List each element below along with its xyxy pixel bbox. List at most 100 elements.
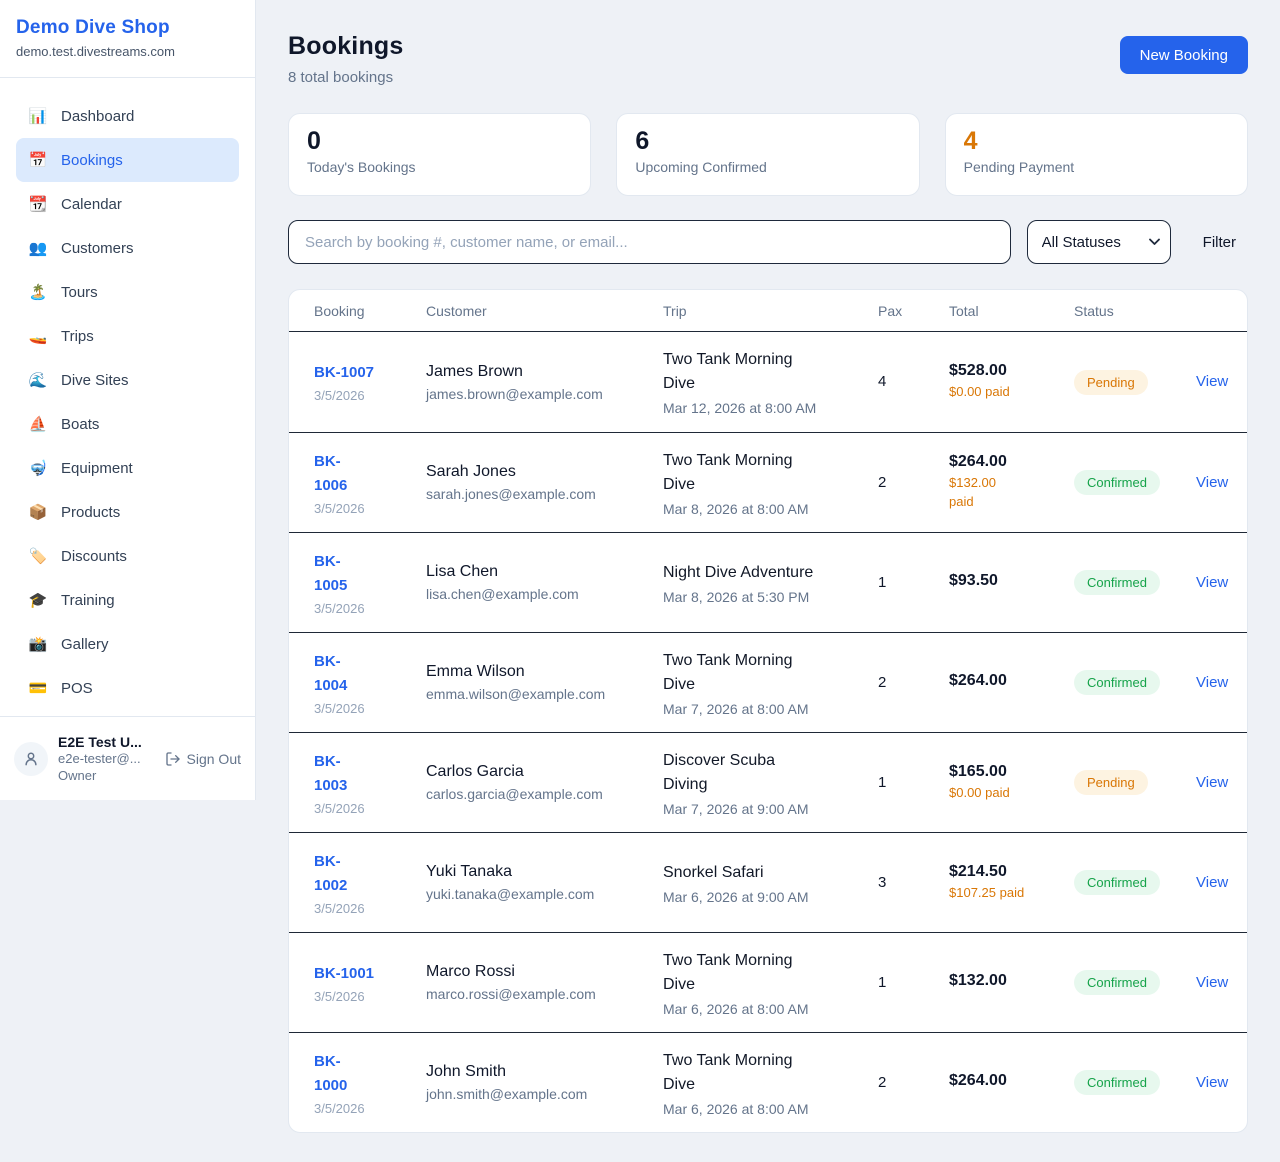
- page-header: Bookings 8 total bookings New Booking: [288, 32, 1248, 86]
- table-body: BK-1007 3/5/2026 James Brown james.brown…: [289, 332, 1247, 1132]
- customer-name: John Smith: [426, 1063, 507, 1080]
- customer-email: john.smith@example.com: [426, 1086, 588, 1102]
- bookings-icon: 📅: [28, 152, 48, 169]
- sidebar-item-customers[interactable]: 👥 Customers: [16, 226, 239, 270]
- total-cell: $264.00 $132.00 paid: [949, 453, 1074, 512]
- sidebar-item-training[interactable]: 🎓 Training: [16, 578, 239, 622]
- trip-name: Two Tank Morning Dive: [663, 951, 793, 993]
- trip-name: Discover Scuba Diving: [663, 751, 776, 793]
- sidebar-item-discounts[interactable]: 🏷️ Discounts: [16, 534, 239, 578]
- customer-name: James Brown: [426, 362, 523, 380]
- customer-cell: John Smith john.smith@example.com: [426, 1063, 663, 1102]
- trip-cell: Two Tank Morning Dive Mar 8, 2026 at 8:0…: [663, 449, 878, 517]
- booking-cell: BK- 1006 3/5/2026: [289, 450, 426, 516]
- booking-id-link[interactable]: BK-1001: [314, 964, 375, 982]
- booking-id-link[interactable]: BK- 1004: [314, 652, 348, 694]
- booking-cell: BK- 1000 3/5/2026: [289, 1050, 426, 1116]
- total-cell: $93.50: [949, 572, 1074, 593]
- pax-cell: 2: [878, 674, 949, 692]
- booking-id-link[interactable]: BK- 1005: [314, 552, 348, 594]
- customer-name: Yuki Tanaka: [426, 863, 512, 880]
- trip-name: Two Tank Morning Dive: [663, 651, 793, 693]
- new-booking-button[interactable]: New Booking: [1119, 36, 1248, 74]
- view-link[interactable]: View: [1196, 673, 1229, 691]
- booking-id-link[interactable]: BK-1007: [314, 364, 375, 381]
- sign-out-button[interactable]: Sign Out: [165, 751, 241, 767]
- paid-value: $132.00 paid: [949, 475, 996, 509]
- booking-date: 3/5/2026: [314, 800, 365, 816]
- customer-cell: James Brown james.brown@example.com: [426, 363, 663, 402]
- booking-id-link[interactable]: BK- 1003: [314, 752, 348, 794]
- total-value: $93.50: [949, 572, 998, 589]
- sidebar-item-boats[interactable]: ⛵ Boats: [16, 402, 239, 446]
- booking-id-link[interactable]: BK- 1002: [314, 852, 348, 894]
- sidebar-item-label: Training: [61, 591, 115, 609]
- customer-email: carlos.garcia@example.com: [426, 786, 603, 802]
- column-header-total: Total: [949, 302, 979, 319]
- customer-name: Marco Rossi: [426, 963, 515, 980]
- view-link[interactable]: View: [1196, 1073, 1229, 1091]
- total-cell: $165.00 $0.00 paid: [949, 763, 1074, 803]
- sign-out-label: Sign Out: [186, 750, 241, 767]
- status-badge: Confirmed: [1074, 1070, 1160, 1095]
- sidebar-item-label: Trips: [61, 327, 94, 345]
- booking-cell: BK- 1005 3/5/2026: [289, 550, 426, 616]
- status-badge: Confirmed: [1074, 870, 1160, 895]
- sidebar-item-trips[interactable]: 🚤 Trips: [16, 314, 239, 358]
- trips-icon: 🚤: [28, 328, 48, 345]
- pax-value: 1: [878, 773, 887, 791]
- sidebar-item-gallery[interactable]: 📸 Gallery: [16, 622, 239, 666]
- view-link[interactable]: View: [1196, 973, 1229, 991]
- status-cell: Pending: [1074, 770, 1196, 795]
- column-header-pax: Pax: [878, 302, 903, 319]
- sidebar-item-dashboard[interactable]: 📊 Dashboard: [16, 94, 239, 138]
- customer-cell: Lisa Chen lisa.chen@example.com: [426, 563, 663, 602]
- sidebar-item-label: Discounts: [61, 547, 127, 565]
- status-select[interactable]: All Statuses: [1026, 220, 1171, 264]
- sidebar-item-dive-sites[interactable]: 🌊 Dive Sites: [16, 358, 239, 402]
- table-row: BK- 1003 3/5/2026 Carlos Garcia carlos.ga…: [289, 732, 1247, 832]
- gallery-icon: 📸: [28, 636, 48, 653]
- view-link[interactable]: View: [1196, 773, 1229, 791]
- trip-time: Mar 6, 2026 at 8:00 AM: [663, 1000, 809, 1017]
- trip-cell: Two Tank Morning Dive Mar 6, 2026 at 8:0…: [663, 949, 878, 1017]
- status-badge: Confirmed: [1074, 570, 1160, 595]
- sidebar-item-equipment[interactable]: 🤿 Equipment: [16, 446, 239, 490]
- booking-id-link[interactable]: BK- 1000: [314, 1052, 348, 1094]
- booking-id-link[interactable]: BK- 1006: [314, 452, 348, 494]
- customer-cell: Sarah Jones sarah.jones@example.com: [426, 463, 663, 502]
- customers-icon: 👥: [28, 240, 48, 257]
- view-link[interactable]: View: [1196, 573, 1229, 591]
- view-link[interactable]: View: [1196, 473, 1229, 491]
- sidebar-item-pos[interactable]: 💳 POS: [16, 666, 239, 710]
- view-link[interactable]: View: [1196, 373, 1229, 390]
- status-badge: Pending: [1074, 369, 1148, 395]
- main-content: Bookings 8 total bookings New Booking 0 …: [256, 0, 1280, 1162]
- status-badge: Confirmed: [1074, 670, 1160, 695]
- sidebar-item-label: Gallery: [61, 635, 109, 653]
- search-input[interactable]: [288, 220, 1011, 264]
- view-link[interactable]: View: [1196, 873, 1229, 891]
- sidebar-item-calendar[interactable]: 📆 Calendar: [16, 182, 239, 226]
- sidebar-item-tours[interactable]: 🏝️ Tours: [16, 270, 239, 314]
- sidebar-item-label: Bookings: [61, 151, 123, 169]
- paid-value: $0.00 paid: [949, 784, 1010, 800]
- stat-label: Upcoming Confirmed: [635, 159, 767, 175]
- trip-name: Two Tank Morning Dive: [663, 451, 793, 493]
- trip-time: Mar 8, 2026 at 5:30 PM: [663, 588, 810, 605]
- booking-date: 3/5/2026: [314, 900, 365, 916]
- customer-name: Carlos Garcia: [426, 763, 524, 780]
- brand-title: Demo Dive Shop: [16, 17, 170, 38]
- sidebar-item-label: Calendar: [61, 195, 122, 213]
- customer-email: emma.wilson@example.com: [426, 686, 606, 702]
- boats-icon: ⛵: [28, 416, 48, 433]
- total-value: $264.00: [949, 1072, 1007, 1089]
- user-name: E2E Test U...: [58, 733, 142, 750]
- actions-cell: View: [1196, 1074, 1247, 1092]
- actions-cell: View: [1196, 674, 1247, 692]
- filter-button[interactable]: Filter: [1191, 234, 1248, 251]
- pax-value: 1: [878, 573, 887, 591]
- sidebar-item-bookings[interactable]: 📅 Bookings: [16, 138, 239, 182]
- booking-date: 3/5/2026: [314, 388, 365, 403]
- sidebar-item-products[interactable]: 📦 Products: [16, 490, 239, 534]
